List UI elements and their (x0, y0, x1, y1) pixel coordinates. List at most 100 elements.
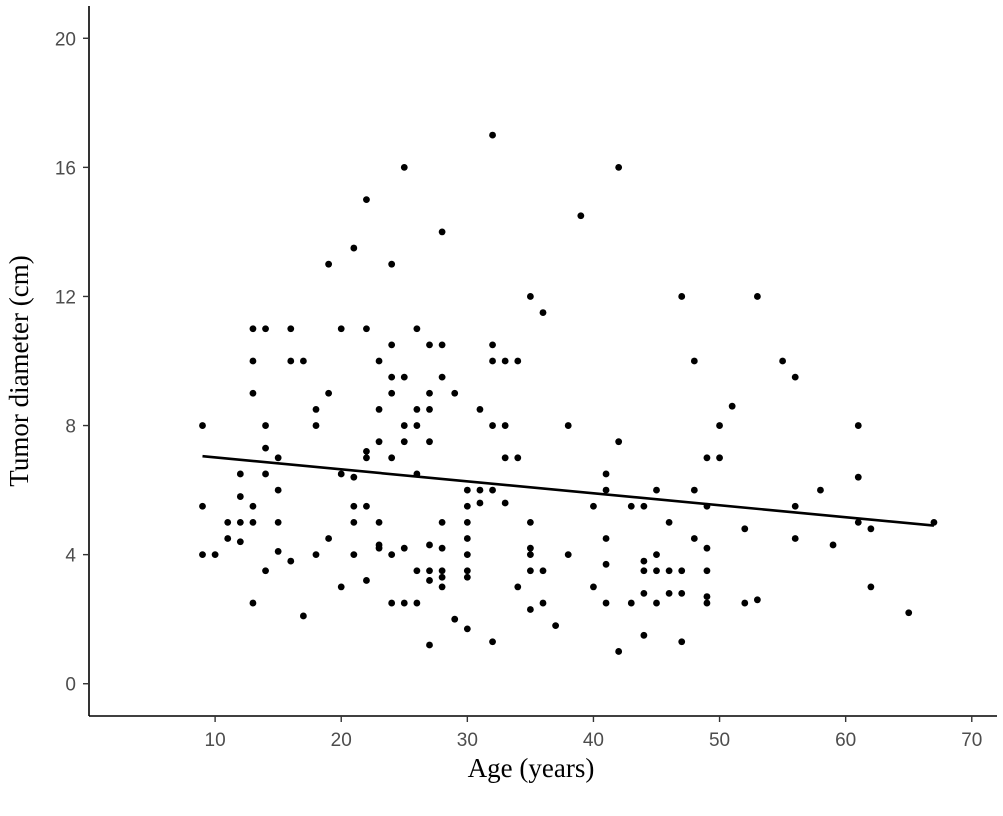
data-point (287, 557, 295, 565)
data-point (514, 454, 522, 462)
data-point (653, 599, 660, 607)
data-point (489, 422, 496, 429)
data-point (602, 486, 610, 494)
data-point (526, 567, 534, 575)
data-point (350, 473, 358, 481)
data-point (867, 583, 875, 591)
data-point (363, 502, 370, 510)
data-point (375, 544, 383, 552)
data-point (363, 325, 370, 333)
data-point (224, 535, 232, 542)
data-point (627, 502, 635, 510)
data-point (526, 544, 534, 552)
data-point (728, 402, 736, 410)
data-point (640, 589, 648, 597)
data-point (653, 567, 660, 575)
data-point (489, 486, 496, 494)
data-point (224, 518, 232, 526)
data-point (703, 544, 711, 552)
y-axis-title: Tumor diameter (cm) (4, 255, 34, 486)
data-point (615, 648, 623, 655)
data-point (337, 470, 345, 478)
data-point (199, 502, 206, 510)
data-point (615, 438, 623, 446)
data-point (236, 538, 244, 546)
data-point (438, 544, 446, 552)
data-point (299, 357, 307, 365)
data-point (514, 583, 522, 591)
data-point (274, 518, 282, 526)
data-point (199, 551, 206, 559)
data-point (426, 341, 433, 349)
y-tick-label: 8 (65, 417, 76, 438)
data-point (640, 557, 648, 565)
data-point (539, 599, 547, 607)
data-point (438, 567, 446, 575)
data-point (438, 228, 446, 236)
data-point (426, 577, 433, 584)
data-point (741, 525, 749, 533)
data-point (413, 325, 421, 333)
data-point (274, 454, 282, 462)
data-point (854, 422, 862, 429)
data-point (274, 486, 282, 494)
data-point (211, 551, 219, 559)
data-point (426, 567, 433, 575)
data-point (249, 599, 257, 607)
data-point (262, 444, 269, 452)
data-point (312, 422, 320, 429)
data-point (299, 612, 307, 620)
data-point (753, 293, 761, 300)
data-point (905, 609, 913, 617)
y-tick-label: 16 (55, 158, 76, 179)
data-point (236, 493, 244, 500)
data-point (249, 357, 257, 365)
data-point (539, 309, 547, 316)
data-point (363, 454, 370, 462)
data-point (375, 438, 383, 446)
data-point (930, 518, 938, 526)
data-point (463, 567, 471, 575)
data-point (325, 389, 333, 397)
data-point (350, 502, 358, 510)
data-point (413, 406, 421, 413)
data-point (287, 357, 295, 365)
data-point (199, 422, 206, 429)
data-point (413, 567, 421, 575)
data-point (350, 551, 358, 559)
data-point (312, 406, 320, 413)
data-point (678, 638, 686, 646)
data-point (249, 325, 257, 333)
data-point (262, 422, 269, 429)
data-point (400, 163, 408, 171)
data-point (665, 589, 673, 597)
data-point (564, 551, 572, 559)
data-point (602, 535, 610, 542)
data-point (678, 589, 686, 597)
data-point (337, 583, 345, 591)
data-point (690, 486, 698, 494)
data-point (400, 599, 408, 607)
data-point (791, 373, 799, 381)
data-point (779, 357, 787, 365)
data-point (627, 599, 635, 607)
data-point (476, 486, 484, 494)
data-point (653, 486, 660, 494)
data-point (526, 518, 534, 526)
data-point (400, 422, 408, 429)
data-point (665, 567, 673, 575)
data-point (388, 454, 396, 462)
data-point (716, 454, 723, 462)
data-point (703, 567, 711, 575)
data-point (703, 593, 711, 600)
data-point (678, 567, 686, 575)
data-point (501, 454, 509, 462)
data-point (640, 567, 648, 575)
y-tick-label: 4 (65, 546, 76, 567)
data-point (653, 551, 660, 559)
data-point (526, 293, 534, 300)
data-point (236, 518, 244, 526)
data-point (602, 599, 610, 607)
data-point (388, 260, 396, 268)
data-point (438, 573, 446, 581)
